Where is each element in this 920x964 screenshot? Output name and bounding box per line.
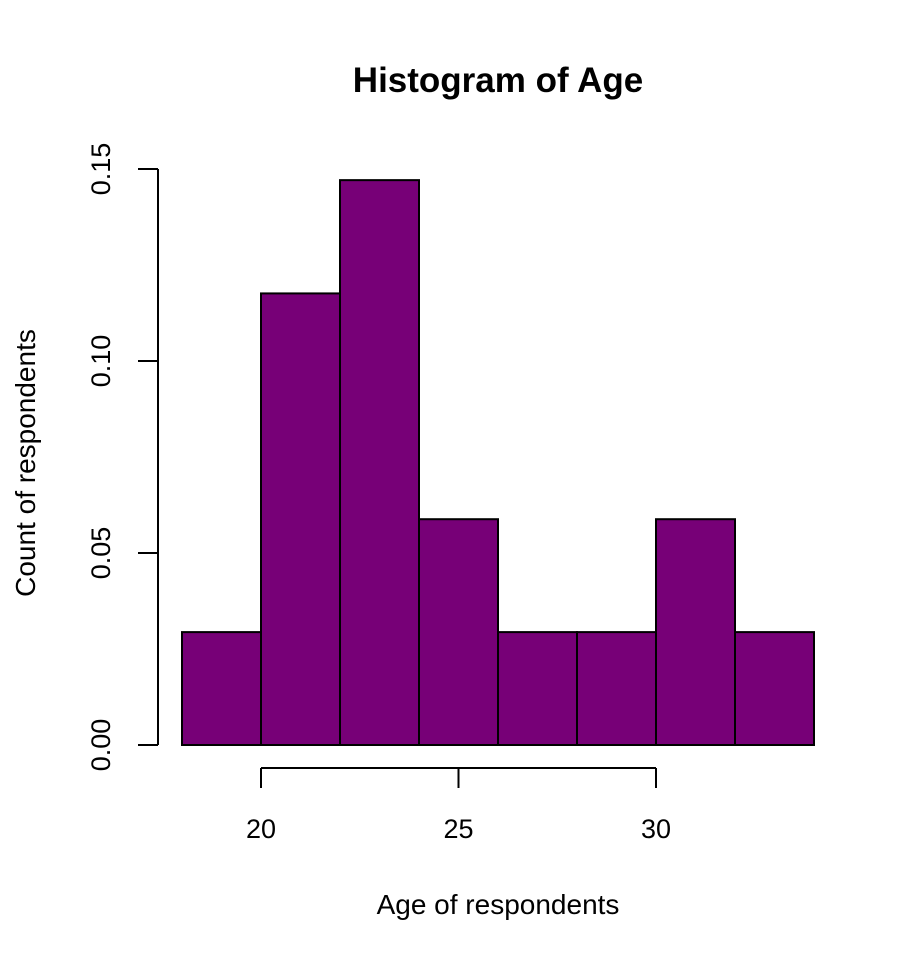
histogram-bar-1 [181,631,262,746]
y-tick-label: 0.15 [86,143,116,196]
histogram-bar-2 [260,292,341,746]
y-tick-label: 0.10 [86,335,116,388]
bars-group [181,179,815,747]
histogram-bar-5 [497,631,578,746]
histogram-bar-7 [655,518,736,747]
histogram-bar-6 [576,631,657,746]
y-axis: 0.00 0.05 0.10 0.15 [86,143,159,772]
chart-title: Histogram of Age [353,61,643,100]
x-tick-label: 25 [443,814,473,844]
y-axis-label: Count of respondents [10,329,41,597]
x-axis: 20 25 30 [246,767,671,844]
histogram-bar-8 [734,631,815,746]
histogram-bar-4 [418,518,499,747]
histogram-bar-3 [339,179,420,747]
x-tick-label: 30 [641,814,671,844]
y-tick-label: 0.00 [86,719,116,772]
x-axis-label: Age of respondents [377,889,620,920]
x-tick-label: 20 [246,814,276,844]
y-tick-label: 0.05 [86,527,116,580]
